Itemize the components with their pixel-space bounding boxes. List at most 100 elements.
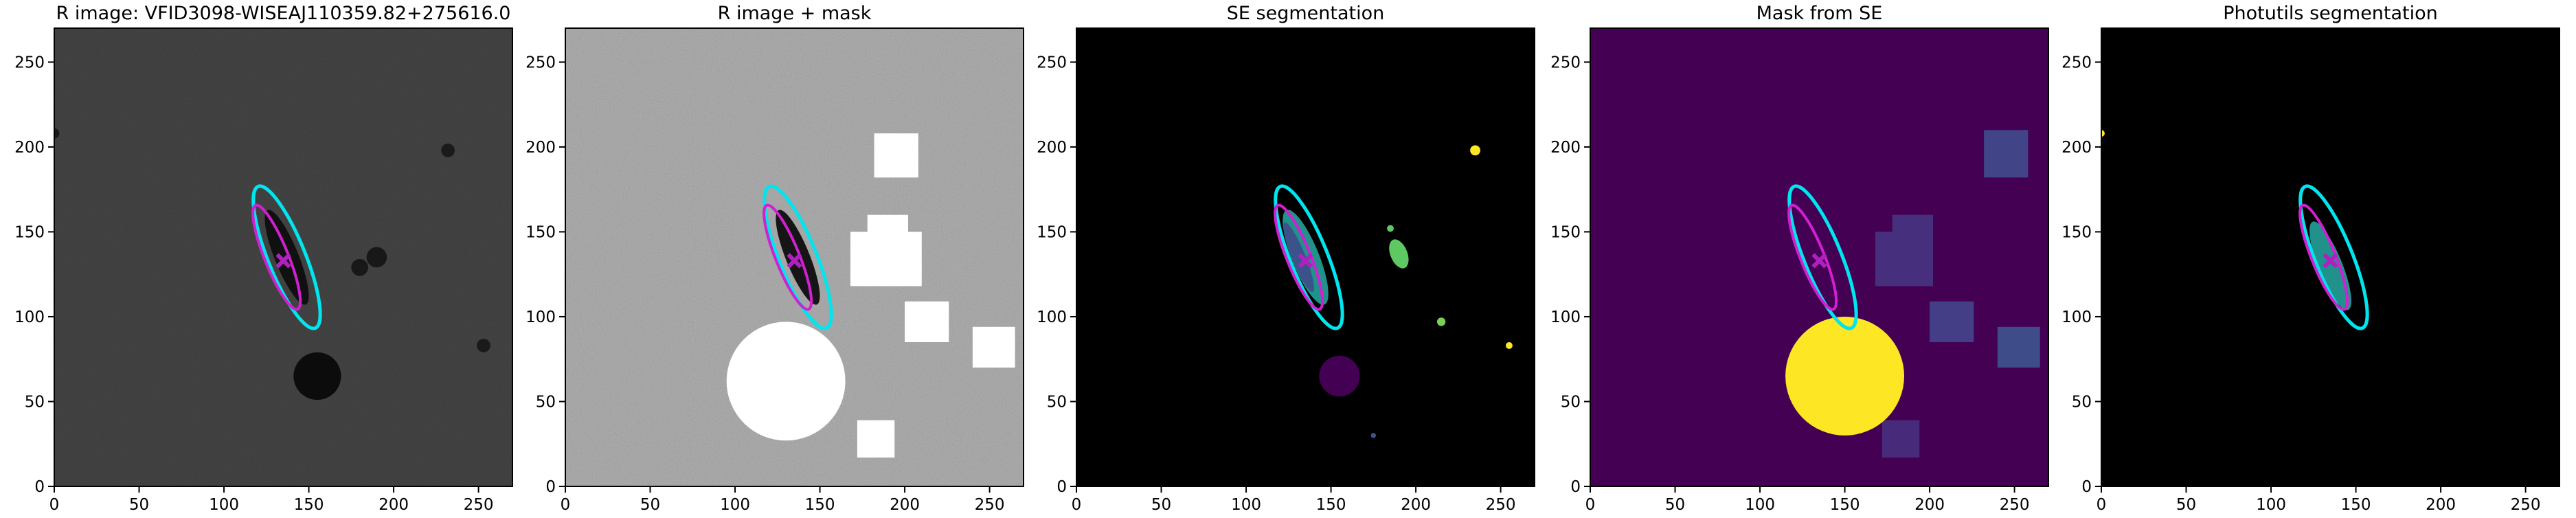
x-tick-label: 250	[2511, 496, 2541, 514]
y-tick-label: 150	[1550, 223, 1581, 241]
ellipse	[762, 184, 833, 330]
y-tick-label: 0	[2081, 478, 2092, 496]
blob	[1470, 145, 1480, 156]
ellipse	[1787, 203, 1838, 311]
panel: Photutils segmentation 0 50 100 150 200 250 0 50…	[2061, 3, 2560, 514]
center-marker	[787, 253, 802, 269]
x-tick-label: 100	[2256, 496, 2286, 514]
x-tick-label: 250	[1486, 496, 1516, 514]
x-tick-label: 0	[2097, 496, 2107, 514]
blob	[54, 128, 60, 139]
y-tick-label: 0	[1057, 478, 1067, 496]
y-tick-label: 250	[1550, 54, 1581, 71]
y-tick-label: 50	[1561, 393, 1581, 411]
blob	[726, 322, 846, 441]
panel-title: R image + mask	[718, 3, 872, 24]
x-tick-label: 200	[1401, 496, 1431, 514]
blob	[1506, 342, 1513, 349]
y-tick-label: 100	[526, 308, 556, 326]
y-tick-label: 0	[545, 478, 556, 496]
x-tick-label: 100	[1231, 496, 1261, 514]
blob	[1785, 316, 1905, 436]
blob	[441, 143, 455, 157]
mask-box	[1930, 301, 1974, 343]
ellipse	[1389, 239, 1409, 269]
x-tick-label: 200	[1914, 496, 1945, 514]
mask-box	[1892, 214, 1934, 253]
x-tick-label: 250	[975, 496, 1005, 514]
mask-box	[874, 133, 918, 178]
y-tick-label: 200	[1550, 139, 1581, 157]
y-tick-label: 200	[14, 139, 45, 157]
y-tick-label: 100	[1550, 308, 1581, 326]
x-tick-label: 150	[805, 496, 835, 514]
axes-frame	[2101, 27, 2560, 487]
blob	[366, 247, 387, 268]
mask-box	[905, 301, 949, 343]
y-tick-label: 50	[2072, 393, 2092, 411]
panel-title: R image: VFID3098-WISEAJ110359.82+275616…	[56, 3, 511, 24]
x-tick-label: 150	[1316, 496, 1346, 514]
x-tick-label: 250	[464, 496, 494, 514]
axes-frame	[54, 27, 513, 487]
x-tick-label: 50	[640, 496, 660, 514]
blob	[1387, 225, 1394, 232]
x-tick-label: 50	[129, 496, 149, 514]
x-tick-label: 100	[209, 496, 239, 514]
y-tick-label: 250	[1037, 54, 1067, 71]
y-tick-label: 50	[536, 393, 556, 411]
mask-box	[972, 326, 1015, 368]
y-tick-label: 250	[526, 54, 556, 71]
axes-frame	[1590, 27, 2049, 487]
y-tick-label: 50	[1047, 393, 1067, 411]
y-tick-label: 150	[526, 223, 556, 241]
y-tick-label: 100	[2061, 308, 2092, 326]
center-marker	[1298, 253, 1313, 269]
x-tick-label: 50	[1151, 496, 1171, 514]
blob	[1436, 317, 1446, 326]
ellipse	[1787, 184, 1858, 330]
panel: R image: VFID3098-WISEAJ110359.82+275616…	[14, 3, 513, 514]
mask-box	[857, 420, 895, 458]
x-tick-label: 0	[49, 496, 60, 514]
y-tick-label: 100	[1037, 308, 1067, 326]
ellipse	[251, 184, 322, 330]
x-tick-label: 0	[1072, 496, 1082, 514]
x-tick-label: 100	[720, 496, 750, 514]
x-tick-label: 200	[2426, 496, 2456, 514]
x-tick-label: 150	[2341, 496, 2371, 514]
ellipse	[251, 203, 302, 311]
y-tick-label: 0	[34, 478, 45, 496]
ellipse	[2298, 203, 2349, 311]
center-marker	[275, 253, 291, 269]
center-marker	[2323, 253, 2338, 269]
y-tick-label: 0	[1570, 478, 1581, 496]
mask-box	[1997, 326, 2040, 368]
blob	[1319, 355, 1360, 397]
blob	[477, 339, 490, 352]
x-tick-label: 250	[2000, 496, 2030, 514]
center-marker	[1811, 253, 1827, 269]
panel-title: SE segmentation	[1227, 3, 1384, 24]
image	[1590, 28, 2048, 486]
blob	[1370, 433, 1377, 438]
y-tick-label: 250	[2061, 54, 2092, 71]
blob	[2101, 130, 2105, 137]
x-tick-label: 50	[1665, 496, 1685, 514]
ellipse	[1274, 203, 1324, 311]
y-tick-label: 200	[2061, 139, 2092, 157]
x-tick-label: 0	[561, 496, 571, 514]
x-tick-label: 100	[1745, 496, 1775, 514]
x-tick-label: 50	[2176, 496, 2196, 514]
x-tick-label: 150	[294, 496, 324, 514]
ellipse	[2298, 184, 2369, 330]
axes-frame	[565, 27, 1024, 487]
x-tick-label: 200	[890, 496, 920, 514]
ellipse	[1274, 184, 1344, 330]
panel-title: Photutils segmentation	[2223, 3, 2438, 24]
image	[2101, 28, 2560, 486]
panel: R image + mask 0 50 100 150 200 250 0 50 100 150 20…	[526, 3, 1024, 514]
x-tick-label: 0	[1585, 496, 1596, 514]
blob	[293, 352, 341, 401]
